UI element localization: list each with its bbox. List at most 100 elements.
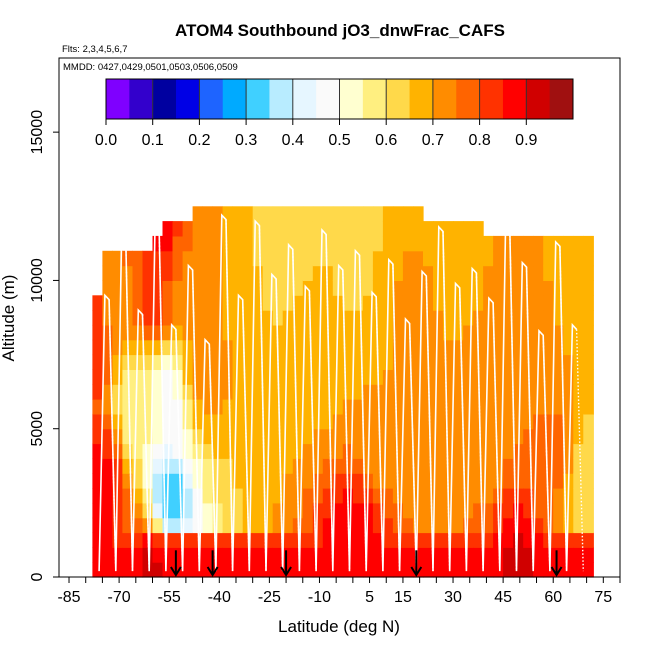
heatmap-cell bbox=[433, 384, 444, 400]
heatmap-cell bbox=[292, 399, 304, 415]
surface-arrows bbox=[170, 550, 563, 577]
heatmap-cell bbox=[413, 235, 424, 252]
heatmap-cell bbox=[362, 250, 374, 267]
heatmap-cell bbox=[433, 324, 444, 341]
heatmap-cell bbox=[322, 221, 334, 237]
heatmap-cell bbox=[493, 265, 504, 281]
heatmap-cell bbox=[583, 413, 594, 430]
heatmap-cell bbox=[583, 562, 594, 578]
heatmap-cell bbox=[553, 384, 564, 400]
heatmap-cell bbox=[563, 250, 574, 267]
heatmap-cell bbox=[433, 488, 444, 504]
heatmap-cell bbox=[112, 265, 123, 281]
heatmap-cell bbox=[523, 280, 534, 296]
surface-arrow-head bbox=[206, 566, 219, 577]
heatmap-cell bbox=[352, 310, 364, 326]
heatmap-cell bbox=[272, 562, 284, 578]
heatmap-cell bbox=[573, 384, 584, 400]
heatmap-cell bbox=[493, 339, 504, 356]
colorbar-swatch bbox=[339, 79, 364, 119]
heatmap-cell bbox=[583, 280, 594, 296]
heatmap-cell bbox=[533, 532, 544, 548]
heatmap-cell bbox=[503, 235, 514, 252]
heatmap-cell bbox=[172, 250, 184, 267]
heatmap-cell bbox=[252, 250, 264, 267]
heatmap-cell bbox=[262, 413, 274, 430]
heatmap-cell bbox=[172, 443, 184, 459]
heatmap-cell bbox=[413, 413, 424, 430]
heatmap-cell bbox=[272, 458, 284, 474]
heatmap-cell bbox=[102, 532, 113, 548]
heatmap-cell bbox=[533, 502, 544, 519]
heatmap-cell bbox=[292, 384, 304, 400]
heatmap-cell bbox=[202, 369, 214, 385]
heatmap-cell bbox=[402, 443, 414, 459]
colorbar-swatch bbox=[316, 79, 340, 119]
heatmap-cell bbox=[302, 488, 314, 504]
heatmap-cell bbox=[152, 473, 164, 489]
surface-arrow-head bbox=[280, 566, 292, 577]
heatmap-cell bbox=[332, 369, 344, 385]
heatmap-cell bbox=[543, 265, 554, 281]
heatmap-cell bbox=[543, 413, 554, 430]
heatmap-cell bbox=[503, 517, 514, 534]
heatmap-cell bbox=[513, 250, 524, 267]
heatmap-cell bbox=[352, 206, 364, 222]
heatmap-cell bbox=[202, 399, 214, 415]
heatmap-cell bbox=[192, 235, 204, 252]
heatmap-cell bbox=[272, 428, 284, 445]
heatmap-cell bbox=[252, 235, 264, 252]
heatmap-cell bbox=[92, 354, 103, 370]
heatmap-cell bbox=[292, 443, 304, 459]
heatmap-cell bbox=[523, 547, 534, 563]
heatmap-cell bbox=[322, 547, 334, 563]
heatmap-cell bbox=[172, 532, 184, 548]
heatmap-cell bbox=[513, 280, 524, 296]
heatmap-cell bbox=[282, 339, 294, 356]
heatmap-cell bbox=[162, 265, 174, 281]
heatmap-cell bbox=[483, 354, 494, 370]
heatmap-cell bbox=[252, 265, 264, 281]
heatmap-cell bbox=[312, 280, 324, 296]
heatmap-cell bbox=[162, 517, 174, 534]
heatmap-cell bbox=[92, 413, 103, 430]
heatmap-cell bbox=[382, 547, 394, 563]
heatmap-cell bbox=[242, 324, 254, 341]
heatmap-cell bbox=[332, 413, 344, 430]
heatmap-cell bbox=[132, 443, 144, 459]
heatmap-cell bbox=[342, 324, 354, 341]
heatmap-cell bbox=[453, 532, 464, 548]
heatmap-cell bbox=[332, 339, 344, 356]
colorbar-swatch bbox=[409, 79, 434, 119]
heatmap-cell bbox=[453, 399, 464, 415]
heatmap-cell bbox=[392, 235, 404, 252]
heatmap-cell bbox=[202, 384, 214, 400]
heatmap-cell bbox=[302, 443, 314, 459]
heatmap-cell bbox=[573, 369, 584, 385]
heatmap-cell bbox=[433, 532, 444, 548]
heatmap-cell bbox=[332, 354, 344, 370]
heatmap-cell bbox=[222, 384, 234, 400]
heatmap-cell bbox=[493, 547, 504, 563]
heatmap-cell bbox=[102, 265, 113, 281]
heatmap-cell bbox=[473, 517, 484, 534]
heatmap-cell bbox=[152, 324, 164, 341]
heatmap-cell bbox=[493, 280, 504, 296]
heatmap-cell bbox=[342, 547, 354, 563]
heatmap-cell bbox=[523, 473, 534, 489]
heatmap-cell bbox=[372, 324, 384, 341]
heatmap-cell bbox=[503, 384, 514, 400]
heatmap-cell bbox=[102, 280, 113, 296]
heatmap-cell bbox=[392, 250, 404, 267]
heatmap-cell bbox=[573, 458, 584, 474]
heatmap-cell bbox=[342, 250, 354, 267]
heatmap-cell bbox=[362, 206, 374, 222]
colorbar-swatch bbox=[386, 79, 410, 119]
heatmap-cell bbox=[563, 443, 574, 459]
heatmap-cell bbox=[463, 235, 474, 252]
heatmap-cell bbox=[473, 310, 484, 326]
heatmap-cell bbox=[242, 443, 254, 459]
heatmap-cell bbox=[202, 221, 214, 237]
colorbar-swatch bbox=[152, 79, 177, 119]
heatmap-cell bbox=[232, 354, 244, 370]
